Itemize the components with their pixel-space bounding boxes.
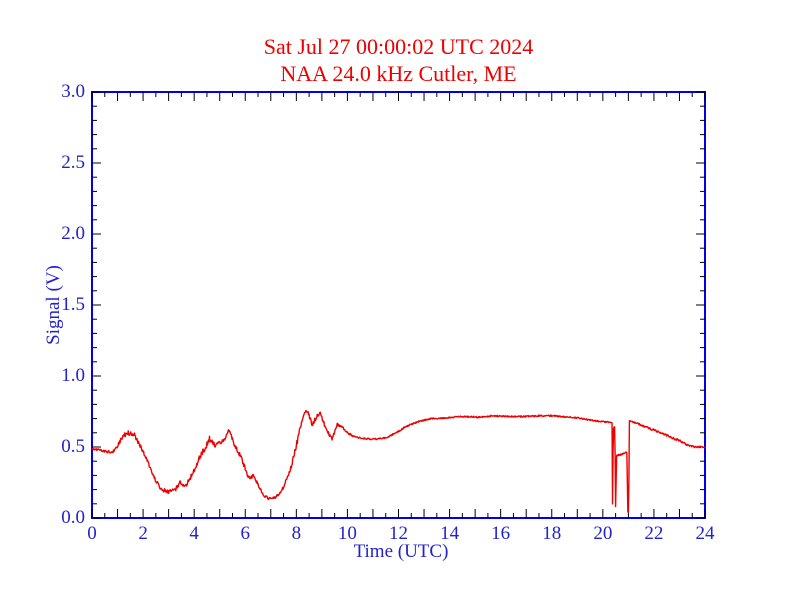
y-tick-label: 0.5	[61, 436, 85, 457]
chart-title-block: Sat Jul 27 00:00:02 UTC 2024 NAA 24.0 kH…	[92, 33, 705, 87]
x-tick-label: 18	[542, 523, 562, 544]
x-tick-label: 8	[291, 523, 302, 544]
chart-title-line2: NAA 24.0 kHz Cutler, ME	[280, 61, 517, 86]
x-tick-label: 4	[189, 523, 199, 544]
y-tick-label: 1.5	[61, 294, 85, 315]
y-tick-label: 3.0	[61, 81, 85, 102]
y-tick-label: 2.5	[61, 152, 85, 173]
x-axis-label: Time (UTC)	[353, 541, 449, 562]
y-tick-label: 1.0	[61, 365, 85, 386]
x-tick-label: 24	[695, 523, 715, 544]
x-tick-label: 0	[87, 523, 97, 544]
x-tick-label: 20	[593, 523, 613, 544]
x-tick-label: 16	[491, 523, 511, 544]
x-tick-label: 22	[644, 523, 664, 544]
x-tick-label: 10	[337, 523, 357, 544]
chart-title-line1: Sat Jul 27 00:00:02 UTC 2024	[263, 34, 534, 59]
x-tick-label: 12	[389, 523, 408, 544]
x-tick-label: 2	[138, 523, 148, 544]
y-tick-label: 0.0	[61, 507, 85, 528]
signal-line-series	[91, 409, 706, 513]
x-tick-label: 6	[240, 523, 251, 544]
x-tick-label: 14	[440, 523, 460, 544]
y-tick-label: 2.0	[61, 223, 85, 244]
